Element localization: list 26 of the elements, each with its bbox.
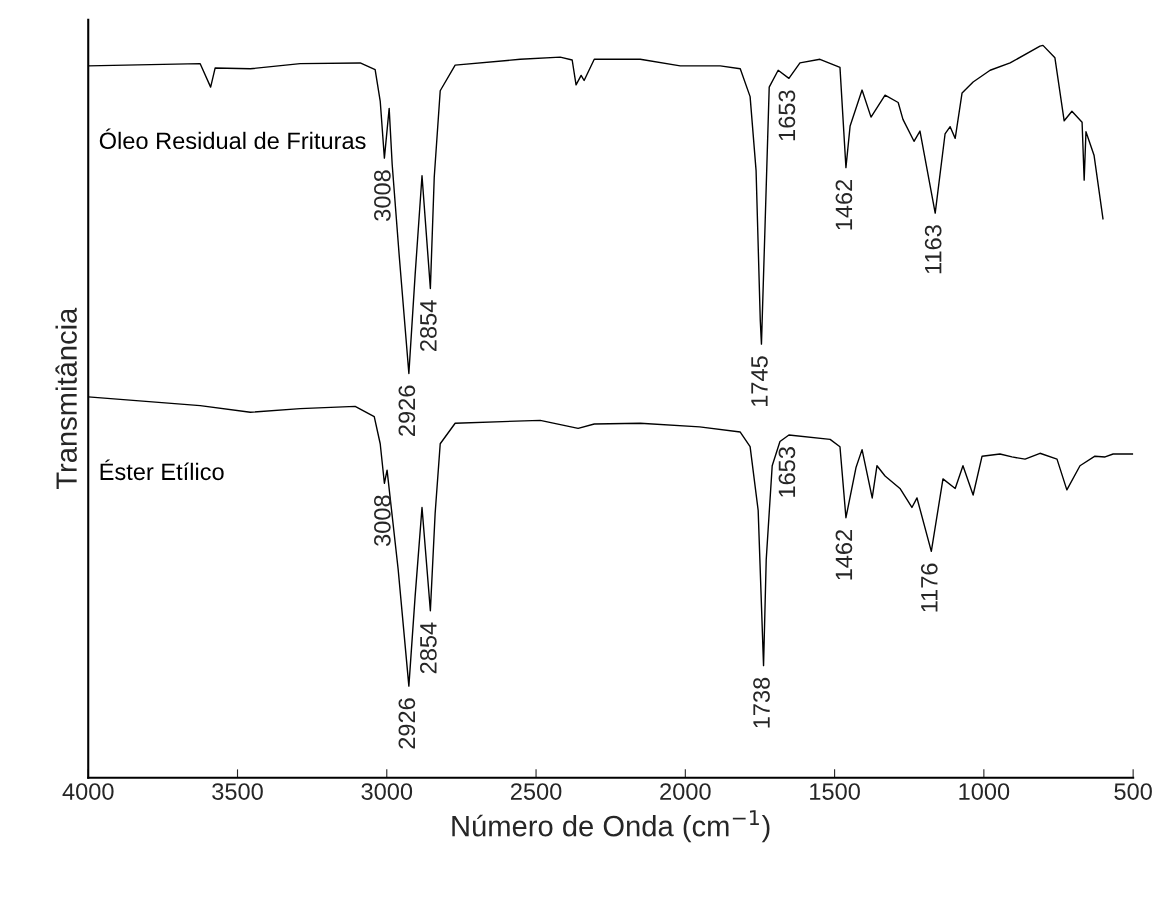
annotation: 3008 bbox=[374, 170, 391, 221]
x-axis-title: Número de Onda (cm$^{−1}$) bbox=[452, 810, 770, 843]
annotation: 1653 bbox=[778, 90, 796, 141]
annotation: 1745 bbox=[751, 356, 768, 406]
annotation: 3008 bbox=[374, 495, 391, 547]
x-tick-label: 500 bbox=[1114, 783, 1152, 800]
annotation: 2854 bbox=[419, 622, 437, 674]
x-tick-label: 2000 bbox=[660, 783, 711, 800]
x-tick-label: 3000 bbox=[361, 783, 413, 800]
series-label: Óleo Residual de Frituras bbox=[99, 128, 366, 150]
y-axis-title: Transmitância bbox=[55, 307, 77, 490]
annotation: 1176 bbox=[920, 563, 938, 612]
x-tick-label: 2500 bbox=[510, 783, 562, 800]
annotation: 2926 bbox=[398, 385, 416, 436]
annotation: 1738 bbox=[753, 677, 770, 728]
annotation: 1653 bbox=[778, 447, 796, 497]
x-tick-label: 3500 bbox=[212, 783, 263, 800]
annotation: 2854 bbox=[419, 300, 437, 351]
x-tick-label: 4000 bbox=[62, 783, 114, 800]
x-tick-label: 1000 bbox=[959, 783, 1010, 800]
x-tick-label: 1500 bbox=[810, 783, 860, 800]
annotation: 1462 bbox=[835, 179, 853, 230]
annotation: 2926 bbox=[398, 698, 416, 749]
annotation: 1462 bbox=[835, 530, 853, 580]
text: Éster Etílico bbox=[100, 459, 224, 481]
annotation: 1163 bbox=[924, 225, 942, 274]
